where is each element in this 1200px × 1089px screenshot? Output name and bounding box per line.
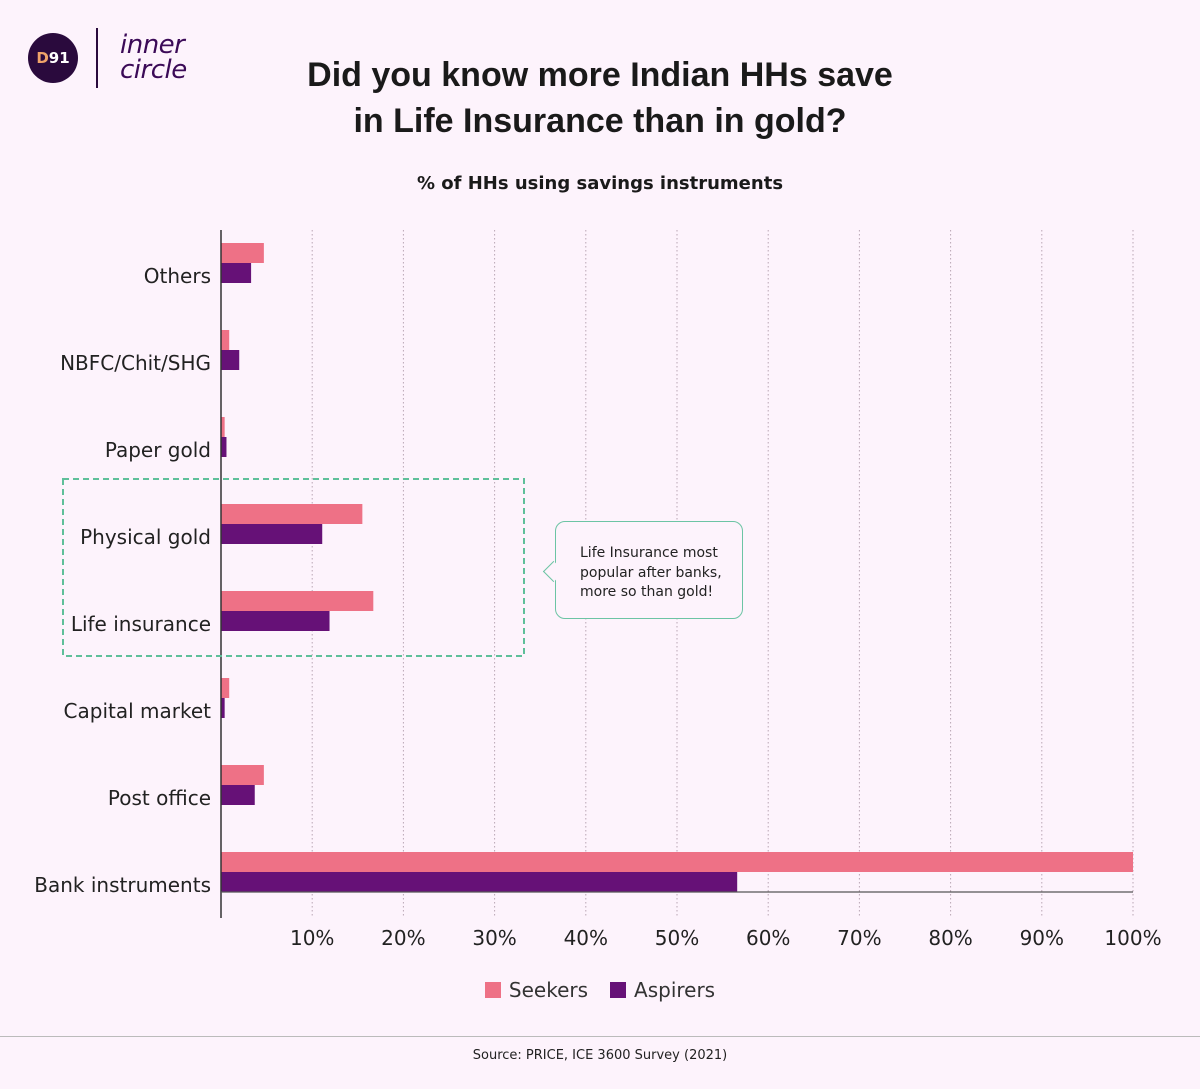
legend-item-seekers: Seekers — [484, 978, 588, 1002]
x-tick-label: 20% — [381, 926, 425, 950]
x-tick-label: 40% — [564, 926, 608, 950]
x-tick-label: 30% — [472, 926, 516, 950]
legend-swatch-aspirers — [610, 982, 627, 998]
bar-chart: 10% 20% 30% 40% 50% 60% 70% 80% 90% 100% Others NBF… — [34, 230, 1162, 950]
bar-aspirers-bank-instruments — [221, 872, 738, 892]
y-category-label: Life insurance — [71, 612, 211, 636]
x-tick-label: 60% — [746, 926, 790, 950]
chart-subtitle: % of HHs using savings instruments — [416, 173, 784, 194]
page-title: Did you know more Indian HHs save in Lif… — [307, 56, 893, 140]
highlight-box — [62, 478, 525, 657]
legend-item-aspirers: Aspirers — [610, 978, 715, 1002]
footer-divider — [0, 1036, 1200, 1037]
y-category-label: Capital market — [64, 699, 212, 723]
bar-aspirers-others — [221, 263, 252, 283]
logo-divider — [96, 28, 98, 88]
legend-swatch-seekers — [484, 982, 501, 998]
x-tick-label: 10% — [290, 926, 334, 950]
inner-circle-logo: inner circle — [120, 30, 187, 85]
bar-seekers-bank-instruments — [221, 852, 1133, 872]
y-category-label: NBFC/Chit/SHG — [60, 351, 211, 375]
bar-seekers-others — [221, 243, 264, 263]
bar-aspirers-nbfc-chit-shg — [221, 350, 240, 370]
y-category-label: Bank instruments — [34, 873, 211, 897]
y-category-label: Physical gold — [80, 525, 211, 549]
x-tick-label: 100% — [1104, 926, 1161, 950]
bar-aspirers-post-office — [221, 785, 255, 805]
y-category-label: Paper gold — [105, 438, 211, 462]
d91-logo: D 91 — [28, 33, 78, 83]
bar-seekers-capital-market — [221, 678, 230, 698]
bar-seekers-post-office — [221, 765, 264, 785]
y-category-label: Post office — [108, 786, 211, 810]
bar-aspirers-physical-gold — [221, 524, 323, 544]
x-tick-label: 90% — [1020, 926, 1064, 950]
bar-aspirers-paper-gold — [221, 437, 227, 457]
source-note: Source: PRICE, ICE 3600 Survey (2021) — [472, 1048, 728, 1063]
annotation-callout: Life Insurance most popular after banks,… — [542, 521, 743, 619]
bar-seekers-physical-gold — [221, 504, 363, 524]
bar-seekers-nbfc-chit-shg — [221, 330, 230, 350]
bar-seekers-paper-gold — [221, 417, 225, 437]
x-tick-label: 80% — [928, 926, 972, 950]
y-category-label: Others — [144, 264, 211, 288]
chart-legend: Seekers Aspirers — [0, 978, 1200, 1002]
x-tick-label: 70% — [837, 926, 881, 950]
x-tick-label: 50% — [655, 926, 699, 950]
bar-aspirers-life-insurance — [221, 611, 330, 631]
bar-seekers-life-insurance — [221, 591, 374, 611]
bar-aspirers-capital-market — [221, 698, 225, 718]
